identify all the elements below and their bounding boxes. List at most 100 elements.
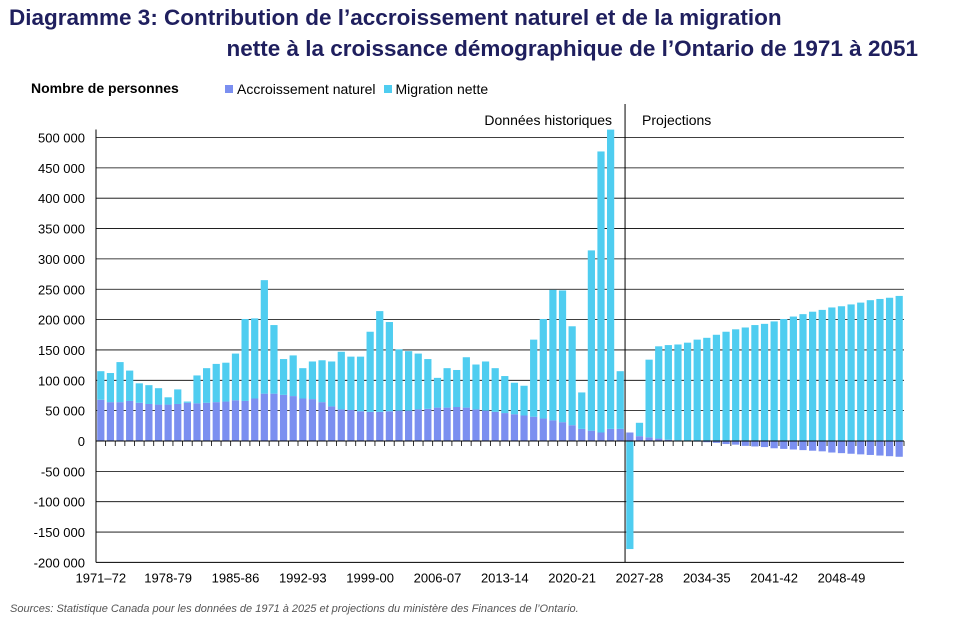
bar-accroissement-naturel (347, 410, 355, 441)
bar-migration-nette (453, 369, 461, 408)
bar-accroissement-naturel (279, 394, 288, 441)
bar-accroissement-naturel (645, 437, 653, 441)
bar-migration-nette (116, 362, 124, 403)
bar-accroissement-naturel (789, 441, 797, 450)
bar-migration-nette (279, 359, 288, 395)
bar-accroissement-naturel (433, 407, 442, 441)
bar-accroissement-naturel (847, 441, 855, 454)
bar-accroissement-naturel (231, 400, 240, 441)
bar-accroissement-naturel (481, 410, 490, 441)
bar-accroissement-naturel (308, 399, 317, 441)
bar-migration-nette (780, 318, 788, 441)
bar-migration-nette (751, 325, 759, 441)
bar-accroissement-naturel (116, 402, 124, 441)
bar-accroissement-naturel (780, 441, 788, 449)
bar-accroissement-naturel (395, 410, 403, 441)
bar-accroissement-naturel (135, 402, 143, 441)
bar-accroissement-naturel (203, 402, 211, 441)
bar-migration-nette (231, 353, 240, 401)
bar-migration-nette (712, 334, 721, 441)
bar-migration-nette (203, 368, 211, 403)
x-tick-label: 1992-93 (279, 570, 327, 585)
bar-migration-nette (530, 339, 538, 417)
bar-migration-nette (770, 321, 778, 441)
bar-accroissement-naturel (424, 408, 432, 441)
bar-accroissement-naturel (251, 398, 259, 441)
bar-accroissement-naturel (809, 441, 817, 451)
bar-accroissement-naturel (328, 406, 336, 441)
bar-accroissement-naturel (626, 432, 634, 441)
bar-migration-nette (847, 304, 855, 441)
bar-migration-nette (703, 337, 711, 441)
y-tick-label: 450 000 (38, 161, 85, 176)
bar-migration-nette (501, 376, 509, 414)
x-tick-label: 1999-00 (346, 570, 394, 585)
y-tick-label: -100 000 (34, 495, 85, 510)
legend-swatch-migration (383, 85, 392, 93)
bar-migration-nette (481, 361, 490, 411)
bar-accroissement-naturel (222, 401, 230, 441)
bar-migration-nette (443, 368, 451, 408)
bar-accroissement-naturel (895, 441, 903, 457)
bar-migration-nette (895, 295, 903, 441)
bar-migration-nette (568, 326, 576, 426)
bar-accroissement-naturel (97, 399, 105, 441)
bar-accroissement-naturel (183, 402, 191, 441)
bar-accroissement-naturel (520, 415, 528, 441)
bar-accroissement-naturel (164, 404, 172, 441)
bar-accroissement-naturel (241, 400, 249, 441)
bar-migration-nette (433, 377, 442, 408)
bar-migration-nette (587, 250, 595, 431)
chart-title-line2: nette à la croissance démographique de l… (226, 36, 918, 61)
bar-accroissement-naturel (299, 398, 307, 441)
y-tick-label: 500 000 (38, 131, 85, 146)
x-tick-label: 1985-86 (212, 570, 260, 585)
bar-migration-nette (251, 318, 259, 399)
bar-migration-nette (597, 151, 605, 433)
x-tick-label: 1978-79 (144, 570, 192, 585)
bar-accroissement-naturel (799, 441, 807, 451)
bar-migration-nette (424, 359, 432, 409)
bar-migration-nette (558, 290, 567, 423)
bar-migration-nette (405, 351, 413, 411)
bar-accroissement-naturel (126, 400, 134, 441)
bar-migration-nette (222, 362, 230, 402)
bar-accroissement-naturel (857, 441, 865, 455)
bar-accroissement-naturel (558, 422, 567, 441)
bar-migration-nette (376, 311, 384, 412)
bar-migration-nette (212, 363, 220, 403)
bar-migration-nette (154, 388, 163, 405)
bar-migration-nette (299, 368, 307, 399)
x-tick-label: 1971–72 (75, 570, 126, 585)
y-tick-label: 150 000 (38, 343, 85, 358)
bar-accroissement-naturel (597, 432, 605, 441)
bar-migration-nette (97, 371, 105, 400)
bar-migration-nette (607, 129, 615, 429)
x-tick-label: 2041-42 (750, 570, 798, 585)
bar-accroissement-naturel (472, 409, 480, 441)
bar-accroissement-naturel (732, 441, 740, 445)
bar-accroissement-naturel (655, 438, 663, 441)
annotation-projections: Projections (642, 112, 711, 128)
bar-migration-nette (126, 370, 134, 401)
bar-migration-nette (857, 302, 865, 441)
y-tick-label: 0 (78, 434, 85, 449)
bar-migration-nette (289, 355, 297, 397)
bar-migration-nette (385, 322, 393, 412)
bar-migration-nette (356, 356, 365, 412)
bar-accroissement-naturel (549, 420, 557, 441)
bar-accroissement-naturel (318, 402, 326, 441)
legend-swatch-natural (225, 85, 233, 93)
bar-migration-nette (539, 318, 547, 419)
bar-migration-nette (722, 331, 730, 441)
annotation-historical: Données historiques (484, 112, 612, 128)
bar-accroissement-naturel (260, 393, 268, 441)
bar-accroissement-naturel (885, 441, 894, 457)
y-tick-label: 300 000 (38, 252, 85, 267)
legend: Accroissement naturel Migration nette (225, 81, 496, 97)
bar-migration-nette (837, 306, 846, 441)
y-tick-label: 200 000 (38, 313, 85, 328)
y-tick-label: 350 000 (38, 222, 85, 237)
bar-migration-nette (366, 331, 374, 412)
